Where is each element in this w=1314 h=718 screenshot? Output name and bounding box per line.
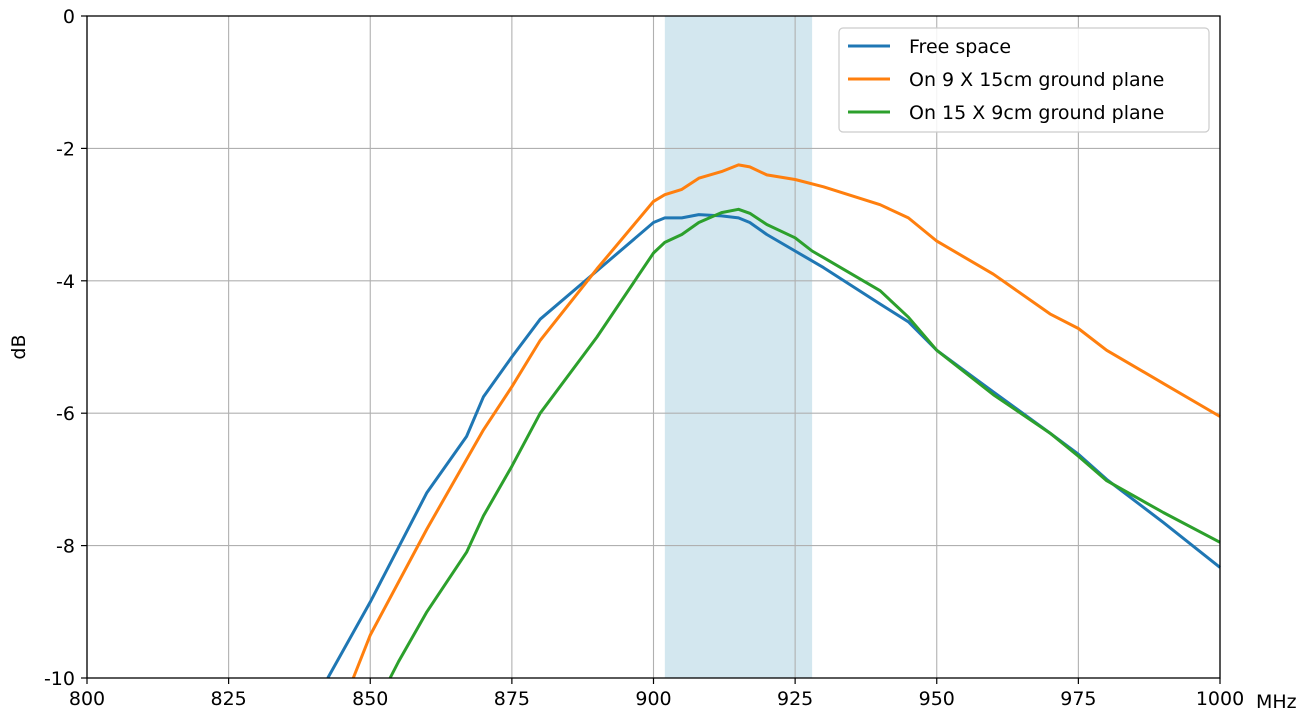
y-tick-label: -2 [56, 138, 75, 160]
y-axis-label: dB [8, 334, 30, 359]
y-tick-label: -6 [56, 403, 75, 425]
x-axis-unit: MHz [1256, 691, 1297, 713]
legend: Free space On 9 X 15cm ground plane On 15 … [838, 27, 1210, 133]
y-tick-label: -4 [56, 271, 75, 293]
series-layer [326, 163, 1221, 679]
legend-label-3: On 15 X 9cm ground plane [909, 102, 1164, 124]
y-tick-label: -8 [56, 536, 75, 558]
x-tick-label: 875 [494, 688, 530, 710]
x-tick-label: 800 [69, 688, 105, 710]
legend-box [838, 27, 1210, 133]
x-tick-label: 1000 [1196, 688, 1244, 710]
legend-label-1: Free space [909, 36, 1011, 58]
y-tick-label: -10 [44, 668, 75, 690]
x-tick-label: 825 [210, 688, 246, 710]
series-line-3 [388, 207, 1221, 679]
y-axis: 0 -2 -4 -6 -8 -10 [44, 6, 87, 690]
y-tick-label: 0 [63, 6, 75, 28]
x-tick-label: 900 [635, 688, 671, 710]
highlight-band-layer [664, 16, 813, 678]
legend-label-2: On 9 X 15cm ground plane [909, 69, 1164, 91]
x-tick-label: 850 [352, 688, 388, 710]
legend-items: Free space On 9 X 15cm ground plane On 15 … [848, 36, 1164, 124]
x-tick-label: 925 [777, 688, 813, 710]
highlight-band [664, 16, 813, 678]
series-line-2 [351, 163, 1221, 679]
x-tick-label: 975 [1060, 688, 1096, 710]
x-axis: 800 825 850 875 900 925 950 975 1000 [69, 678, 1244, 710]
x-tick-label: 950 [919, 688, 955, 710]
